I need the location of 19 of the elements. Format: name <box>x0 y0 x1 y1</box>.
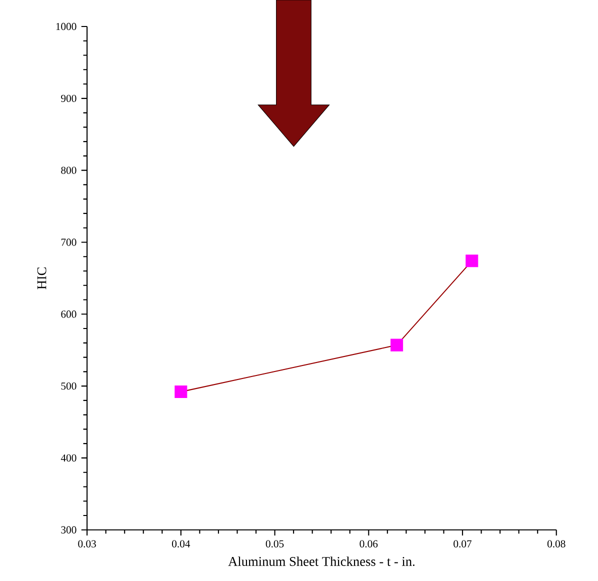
y-tick-label: 500 <box>61 382 76 390</box>
x-tick-label: 0.06 <box>360 540 378 548</box>
x-tick-label: 0.05 <box>266 540 284 548</box>
point <box>390 338 404 352</box>
point <box>466 254 478 268</box>
x-axis-title: Aluminum Sheet Thickness - t - in. <box>228 556 415 566</box>
y-tick-label: 1000 <box>56 22 76 30</box>
y-tick-label: 900 <box>61 94 76 102</box>
x-tick-label: 0.08 <box>547 540 566 548</box>
y-axis-title: HIC <box>37 267 46 290</box>
x-tick-label: 0.07 <box>454 540 472 548</box>
y-tick-label: 700 <box>61 238 76 246</box>
x-tick-label: 0.03 <box>78 540 96 548</box>
y-tick-label: 600 <box>61 310 76 318</box>
y-tick-label: 300 <box>61 526 76 534</box>
y-tick-label: 800 <box>61 166 76 174</box>
y-tick-label: 400 <box>60 454 76 462</box>
point <box>174 386 188 398</box>
x-tick-label: 0.04 <box>172 540 190 548</box>
